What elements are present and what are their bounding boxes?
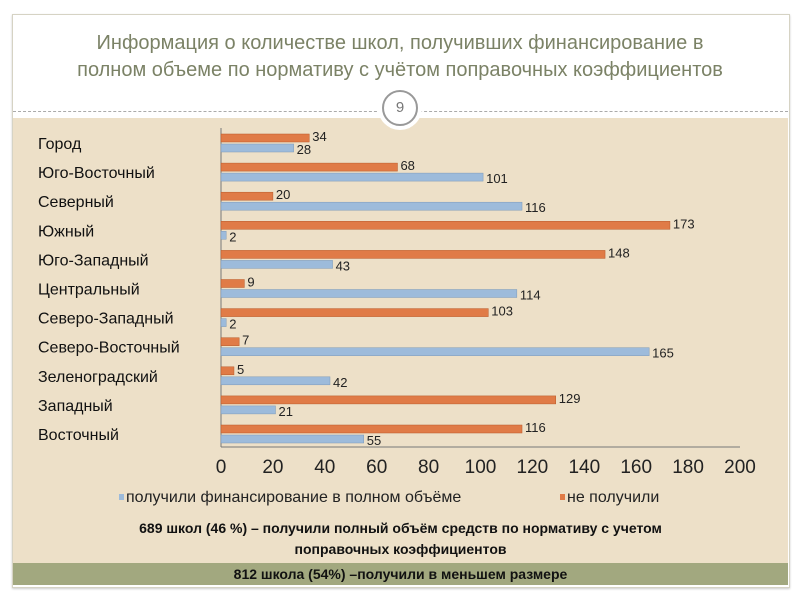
category-label: Северный	[38, 194, 114, 211]
page-number: 9	[382, 90, 418, 126]
bar-received-full	[220, 201, 523, 211]
data-label: 173	[673, 216, 695, 231]
category-label: Северо-Западный	[38, 311, 174, 328]
bar-not-received	[220, 424, 523, 434]
note-line-2: поправочных коэффициентов	[294, 541, 507, 557]
x-tick-label: 80	[418, 457, 439, 478]
bar-not-received	[220, 337, 240, 346]
x-tick-label: 180	[672, 457, 704, 478]
title-line-2: полном объеме по нормативу с учётом попр…	[77, 59, 723, 81]
legend-label: не получили	[567, 489, 659, 506]
bar-received-full	[220, 347, 650, 356]
bar-not-received	[220, 191, 274, 201]
data-label: 21	[278, 404, 292, 419]
x-tick-label: 160	[620, 457, 652, 478]
bar-received-full	[220, 376, 331, 386]
category-label: Город	[38, 136, 82, 153]
category-label: Западный	[38, 398, 113, 415]
bar-received-full	[220, 434, 364, 444]
x-tick-label: 140	[568, 457, 600, 478]
category-label: Юго-Восточный	[38, 165, 155, 182]
category-label: Зеленоградский	[38, 369, 158, 386]
category-label: Восточный	[38, 427, 119, 444]
data-label: 42	[333, 375, 347, 390]
chart-area	[13, 118, 788, 563]
data-label: 114	[520, 288, 541, 303]
legend-label: получили финансирование в полном объёме	[126, 489, 461, 506]
data-label: 116	[525, 420, 546, 435]
bar-not-received	[220, 366, 235, 376]
bar-not-received	[220, 279, 245, 288]
page-number-badge: 9	[378, 86, 422, 130]
bar-received-full	[220, 231, 227, 240]
bar-received-full	[220, 172, 484, 182]
bar-received-full	[220, 260, 333, 269]
x-tick-label: 20	[262, 457, 283, 478]
bar-received-full	[220, 405, 276, 415]
category-label: Центральный	[38, 282, 140, 299]
bar-not-received	[220, 133, 310, 143]
data-label: 2	[229, 317, 236, 332]
x-tick-label: 40	[314, 457, 335, 478]
bar-not-received	[220, 250, 606, 259]
bar-not-received	[220, 221, 671, 230]
category-label: Юго-Западный	[38, 252, 149, 269]
footer-banner: 812 школа (54%) –получили в меньшем разм…	[13, 563, 788, 585]
data-label: 165	[652, 346, 674, 361]
data-label: 7	[242, 333, 249, 348]
x-tick-label: 0	[216, 457, 227, 478]
data-label: 68	[400, 158, 414, 173]
data-label: 5	[237, 362, 244, 377]
data-label: 43	[336, 258, 350, 273]
summary-note: 689 школ (46 %) – получили полный объём …	[13, 518, 788, 560]
data-label: 2	[229, 229, 236, 244]
data-label: 129	[559, 391, 581, 406]
legend-swatch-received	[119, 494, 124, 500]
category-label: Северо-Восточный	[38, 340, 180, 357]
x-tick-label: 60	[366, 457, 387, 478]
bar-not-received	[220, 308, 489, 317]
bar-received-full	[220, 289, 518, 298]
bar-received-full	[220, 318, 227, 327]
data-label: 148	[608, 245, 630, 260]
data-label: 34	[312, 129, 326, 144]
bar-received-full	[220, 143, 294, 153]
bar-not-received	[220, 162, 398, 172]
category-label: Южный	[38, 223, 94, 240]
bar-not-received	[220, 395, 557, 405]
data-label: 101	[486, 171, 508, 186]
data-label: 28	[297, 142, 311, 157]
x-tick-label: 100	[465, 457, 497, 478]
slide-title: Информация о количестве школ, получивших…	[12, 30, 788, 84]
data-label: 55	[367, 433, 381, 448]
data-label: 9	[247, 275, 254, 290]
data-label: 20	[276, 187, 290, 202]
data-label: 103	[491, 304, 513, 319]
x-tick-label: 120	[517, 457, 549, 478]
note-line-1: 689 школ (46 %) – получили полный объём …	[139, 520, 662, 536]
data-label: 116	[525, 200, 546, 215]
title-line-1: Информация о количестве школ, получивших…	[96, 32, 704, 54]
x-tick-label: 200	[724, 457, 756, 478]
legend-swatch-not-received	[560, 494, 565, 500]
